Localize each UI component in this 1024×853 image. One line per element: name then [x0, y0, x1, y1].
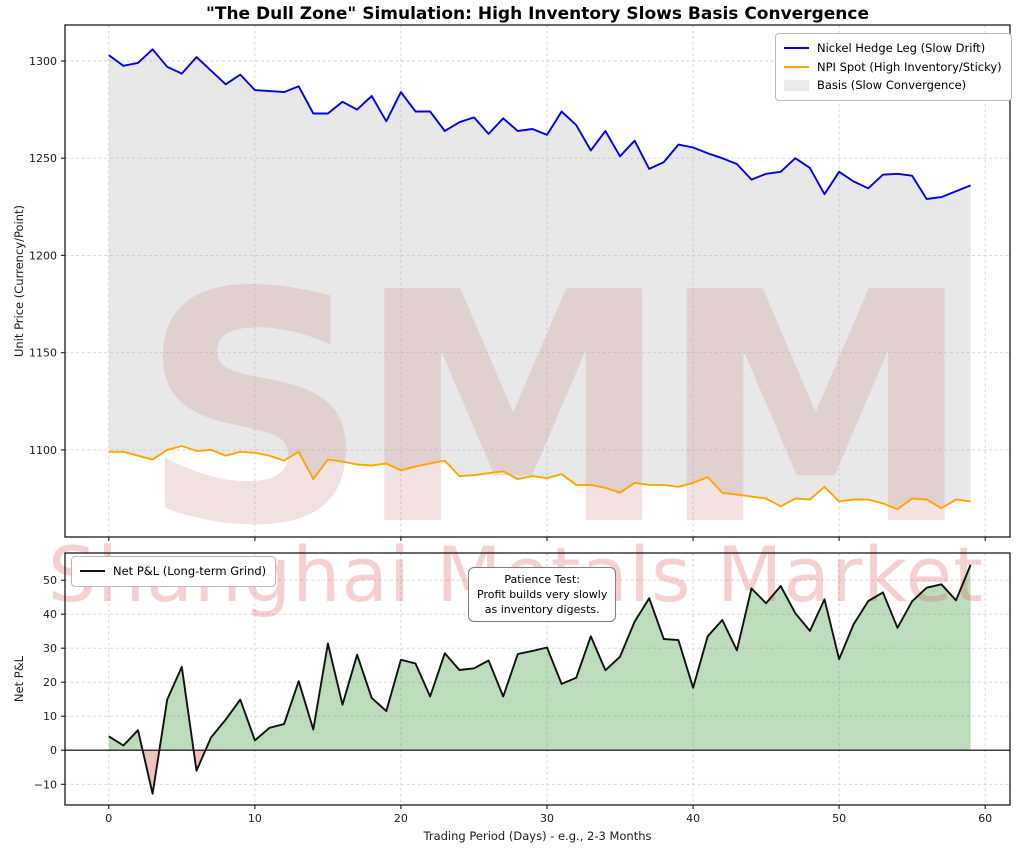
y-tick-label: 1250 [29, 152, 57, 165]
y-tick-label: 1150 [29, 347, 57, 360]
legend-label: Net P&L (Long-term Grind) [113, 564, 267, 578]
bottom-axes-frame [64, 552, 1011, 806]
x-tick-label: 50 [832, 812, 846, 825]
legend-item-hedge: Nickel Hedge Leg (Slow Drift) [784, 39, 1002, 58]
x-tick-label: 0 [105, 812, 112, 825]
top-series-line-0 [108, 48, 971, 200]
lines-and-axes-layer: 1100 1150 1200 1250 1300 0 10 20 30 40 50 60 −10 0 10 2… [29, 24, 1011, 825]
x-tick-label: 40 [686, 812, 700, 825]
y-tick-label: 1100 [29, 444, 57, 457]
hedge-line-sample [784, 47, 809, 50]
top-axes-frame [64, 24, 1011, 538]
annotation-line: as inventory digests. [484, 603, 600, 616]
bottom-legend: Net P&L (Long-term Grind) [71, 556, 277, 587]
legend-label: Basis (Slow Convergence) [817, 78, 967, 92]
annotation-line: Profit builds very slowly [477, 588, 608, 601]
x-axis-label: Trading Period (Days) - e.g., 2-3 Months [423, 829, 652, 843]
y-tick-label: 50 [43, 574, 57, 587]
legend-label: NPI Spot (High Inventory/Sticky) [817, 59, 1002, 74]
basis-patch-sample [784, 79, 809, 91]
legend-item-pnl: Net P&L (Long-term Grind) [80, 562, 266, 581]
top-series-line-1 [108, 445, 971, 511]
x-tick-label: 10 [248, 812, 262, 825]
bottom-y-axis-label: Net P&L [12, 655, 26, 703]
bottom-series-line-0 [108, 564, 972, 795]
basis-fill-area [108, 49, 971, 510]
legend-item-spot: NPI Spot (High Inventory/Sticky) [784, 58, 1002, 77]
annotation-line: Patience Test: [504, 573, 581, 586]
pnl-negative-fill [108, 750, 971, 794]
top-y-axis-label: Unit Price (Currency/Point) [12, 205, 26, 357]
pnl-positive-fill [108, 564, 971, 751]
chart-title: "The Dull Zone" Simulation: High Invento… [206, 4, 869, 24]
spot-line-sample [784, 65, 809, 68]
y-tick-label: 1300 [29, 55, 57, 68]
x-tick-label: 20 [394, 812, 408, 825]
patience-annotation: Patience Test: Profit builds very slowly… [468, 567, 617, 622]
y-tick-label: 30 [43, 642, 57, 655]
x-tick-label: 60 [978, 812, 992, 825]
legend-item-basis: Basis (Slow Convergence) [784, 76, 1002, 95]
y-tick-label: 40 [43, 608, 57, 621]
pnl-line-sample [80, 570, 105, 573]
x-tick-label: 30 [540, 812, 554, 825]
y-tick-label: 20 [43, 676, 57, 689]
top-legend: Nickel Hedge Leg (Slow Drift) NPI Spot (… [775, 33, 1012, 101]
y-tick-label: 10 [43, 710, 57, 723]
watermark-logo: SMM [140, 225, 960, 595]
y-tick-label: 1200 [29, 249, 57, 262]
y-tick-label: 0 [50, 744, 57, 757]
y-tick-label: −10 [34, 778, 57, 791]
legend-label: Nickel Hedge Leg (Slow Drift) [817, 41, 986, 55]
